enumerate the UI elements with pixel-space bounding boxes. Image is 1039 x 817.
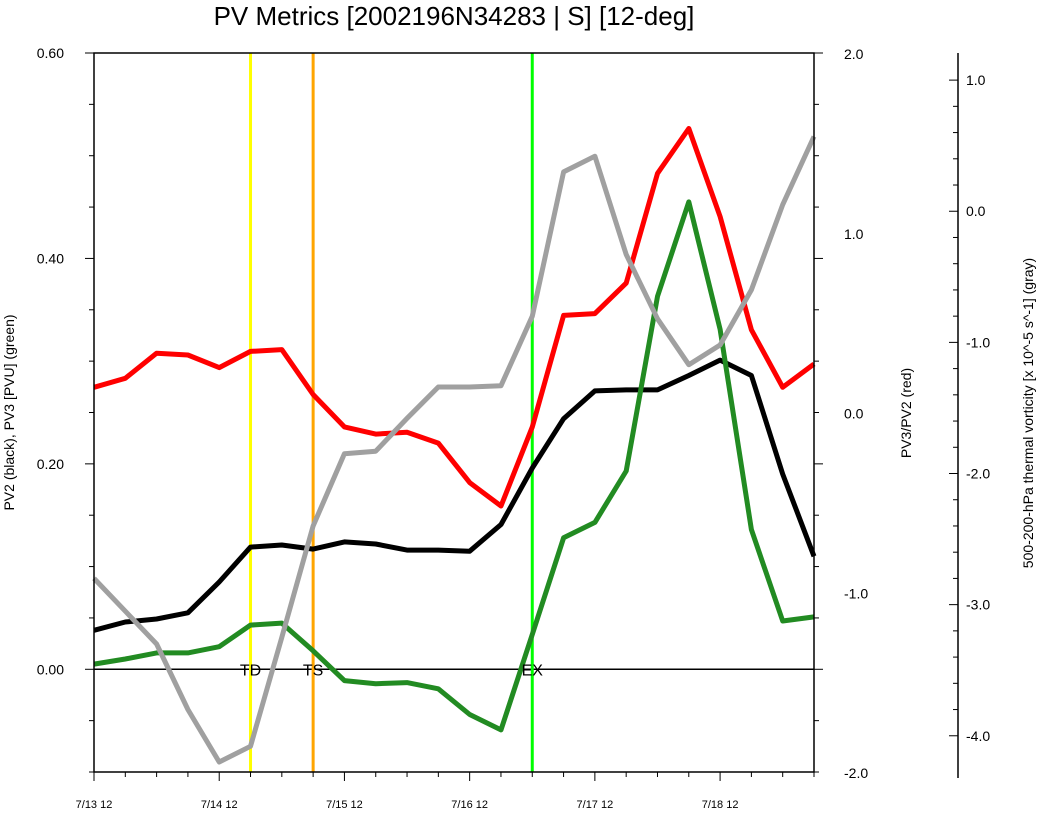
right-tick-label: 1.0	[844, 226, 864, 242]
far-right-tick-label: 1.0	[966, 72, 986, 88]
right-tick-label: 0.0	[844, 406, 864, 422]
left-tick-label: 0.40	[37, 250, 64, 266]
chart-title: PV Metrics [2002196N34283 | S] [12-deg]	[214, 1, 695, 31]
far-right-tick-label: -3.0	[966, 597, 990, 613]
right-tick-label: 2.0	[844, 46, 864, 62]
event-marker-label-td: TD	[240, 662, 261, 679]
x-tick-label: 7/16 12	[451, 799, 488, 811]
far-right-tick-label: -2.0	[966, 466, 990, 482]
left-tick-label: 0.00	[37, 661, 64, 677]
x-tick-label: 7/17 12	[577, 799, 614, 811]
far-right-tick-label: 0.0	[966, 203, 986, 219]
x-tick-label: 7/13 12	[76, 799, 113, 811]
pv3-pv2-ratio-line	[93, 126, 816, 509]
left-tick-label: 0.60	[37, 45, 64, 61]
far-right-tick-label: -1.0	[966, 334, 990, 350]
right-tick-label: -2.0	[844, 765, 868, 781]
event-marker-label-ts: TS	[303, 662, 323, 679]
pv3-line	[93, 199, 815, 733]
event-marker-label-ex: EX	[522, 662, 544, 679]
thermal-vorticity-line	[92, 135, 817, 765]
left-tick-label: 0.20	[37, 456, 64, 472]
plot-frame	[93, 52, 815, 773]
far-right-tick-label: -4.0	[966, 728, 990, 744]
right-axis-label: PV3/PV2 (red)	[898, 368, 914, 458]
x-tick-label: 7/15 12	[326, 799, 363, 811]
pv2-line	[93, 357, 817, 633]
x-tick-label: 7/18 12	[702, 799, 739, 811]
right-tick-label: -1.0	[844, 585, 868, 601]
x-tick-label: 7/14 12	[201, 799, 238, 811]
far-right-axis-label: 500-200-hPa thermal vorticity [x 10^-5 s…	[1020, 258, 1036, 568]
left-axis-label: PV2 (black), PV3 [PVU] (green)	[1, 314, 17, 510]
